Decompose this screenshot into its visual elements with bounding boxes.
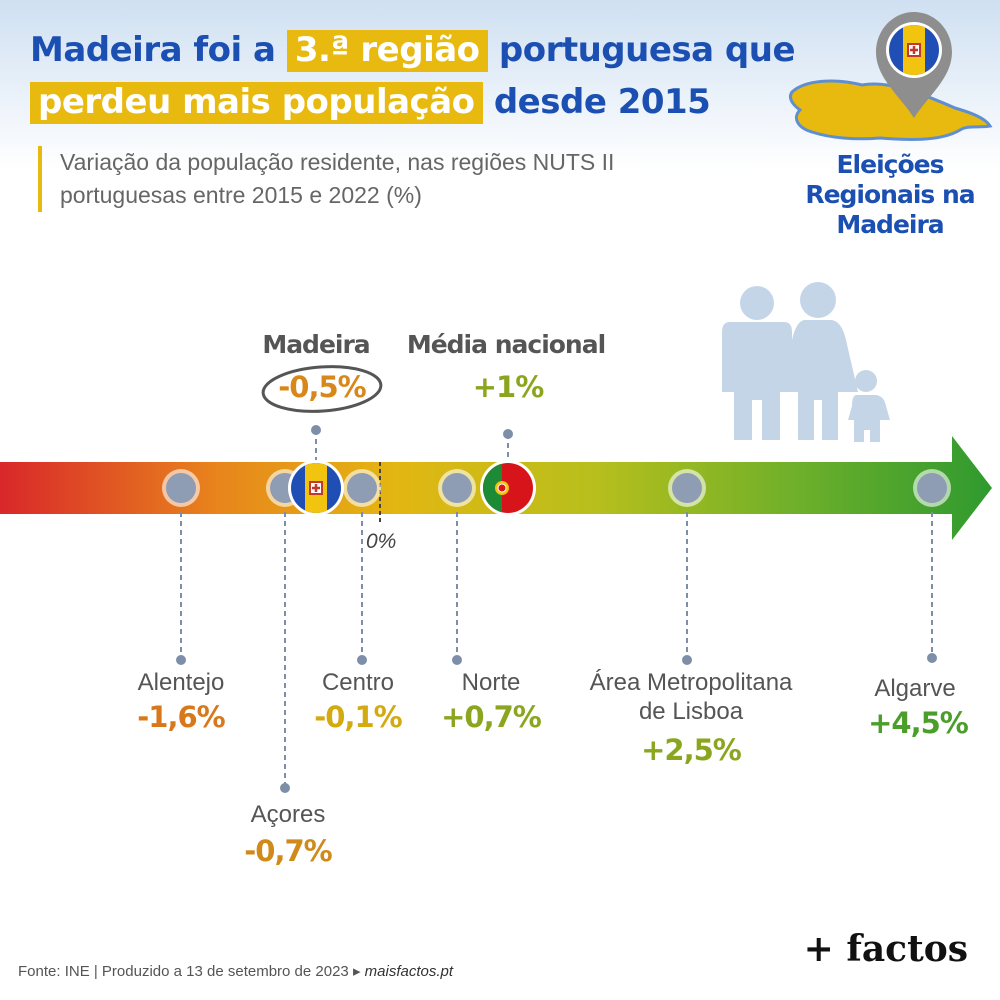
marker-norte [442, 473, 472, 503]
leader-dot-media-nacional [503, 429, 513, 439]
region-name-centro: Centro [321, 669, 395, 696]
title-part: portuguesa que [498, 30, 796, 70]
family-icon [722, 282, 890, 442]
title-highlight: 3.ª região [286, 30, 488, 72]
region-name-algarve: Algarve [874, 675, 956, 702]
leader-dot-centro [357, 655, 367, 665]
footer-site: maisfactos.pt [364, 963, 454, 980]
title-line-1: Madeira foi a 3.ª região portuguesa que [30, 30, 796, 72]
location-pin-icon [876, 12, 952, 118]
madeira-map-icon [788, 79, 993, 142]
brand-logo: + factos [803, 928, 968, 970]
footer-source: Fonte: INE | Produzido a 13 de setembro … [18, 963, 349, 980]
region-name-madeira: Madeira [262, 330, 370, 359]
title-part: Madeira foi a [30, 30, 276, 70]
region-name-norte: Norte [461, 669, 521, 696]
marker-centro [347, 473, 377, 503]
region-name-aml: Área Metropolitana de Lisboa [589, 669, 793, 725]
leader-dot-acores [280, 783, 290, 793]
region-value-centro: -0,1% [314, 700, 402, 734]
region-name-media: Média nacional [406, 330, 606, 359]
leader-dot-algarve [927, 653, 937, 663]
subtitle: Variação da população residente, nas reg… [38, 146, 700, 212]
region-name-alentejo: Alentejo [137, 669, 225, 696]
region-value-alentejo: -1,6% [137, 700, 225, 734]
region-value-acores: -0,7% [244, 834, 332, 868]
badge-title: Eleições Regionais na Madeira [805, 150, 975, 239]
region-value-madeira: -0,5% [278, 370, 366, 404]
leader-dot-norte [452, 655, 462, 665]
portugal-flag-icon [480, 460, 536, 516]
title-line-2: perdeu mais população desde 2015 [30, 82, 711, 124]
title-highlight: perdeu mais população [30, 82, 483, 124]
madeira-value-circle [261, 365, 383, 413]
leader-dot-area-metropolitana-de-lisboa [682, 655, 692, 665]
region-value-norte: +0,7% [441, 700, 542, 734]
region-name-acores: Açores [250, 801, 326, 828]
footer: Fonte: INE | Produzido a 13 de setembro … [18, 963, 454, 980]
marker-area-metropolitana-de-lisboa [672, 473, 702, 503]
region-value-aml: +2,5% [641, 733, 742, 767]
region-value-media: +1% [472, 370, 545, 404]
title-part: desde 2015 [493, 82, 711, 122]
madeira-flag-icon [288, 460, 344, 516]
leader-dot-alentejo [176, 655, 186, 665]
marker-algarve [917, 473, 947, 503]
region-value-algarve: +4,5% [868, 706, 969, 740]
marker-alentejo [166, 473, 196, 503]
zero-label: 0% [366, 530, 397, 553]
leader-dot-madeira [311, 425, 321, 435]
